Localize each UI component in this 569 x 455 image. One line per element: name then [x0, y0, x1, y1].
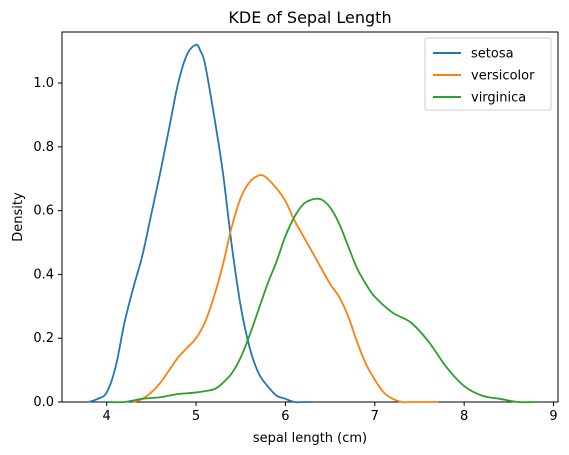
y-tick-label-1: 1.0 — [33, 76, 54, 91]
x-tick-label-5: 5 — [192, 409, 200, 424]
legend-items: setosa versicolor virginica — [433, 47, 535, 106]
y-tick-label-0.6: 0.6 — [33, 204, 54, 219]
y-tick-label-0: 0.0 — [33, 395, 54, 410]
plot-area: 4 5 6 7 8 9 0.0 0.2 0.4 0.6 0.8 1.0 — [33, 31, 559, 424]
series-line-versicolor — [132, 174, 439, 404]
y-axis-label: Density — [11, 192, 26, 242]
legend: setosa versicolor virginica — [424, 37, 552, 111]
x-tick-label-7: 7 — [371, 409, 379, 424]
x-tick-label-4: 4 — [103, 409, 111, 424]
x-axis: 4 5 6 7 8 9 — [103, 402, 558, 424]
y-tick-label-0.2: 0.2 — [33, 331, 54, 346]
legend-box — [424, 37, 552, 111]
x-tick-label-8: 8 — [460, 409, 468, 424]
series-layer — [87, 43, 537, 404]
series-line-virginica — [105, 197, 537, 404]
x-tick-label-9: 9 — [549, 409, 557, 424]
legend-label-setosa: setosa — [471, 47, 514, 62]
legend-label-versicolor: versicolor — [471, 69, 535, 84]
x-tick-label-6: 6 — [281, 409, 289, 424]
legend-label-virginica: virginica — [471, 91, 526, 106]
x-axis-label: sepal length (cm) — [253, 431, 367, 446]
chart-title: KDE of Sepal Length — [228, 8, 391, 27]
y-tick-label-0.8: 0.8 — [33, 140, 54, 155]
y-tick-label-0.4: 0.4 — [33, 267, 54, 282]
series-line-setosa — [87, 43, 314, 404]
y-axis: 0.0 0.2 0.4 0.6 0.8 1.0 — [33, 76, 62, 410]
